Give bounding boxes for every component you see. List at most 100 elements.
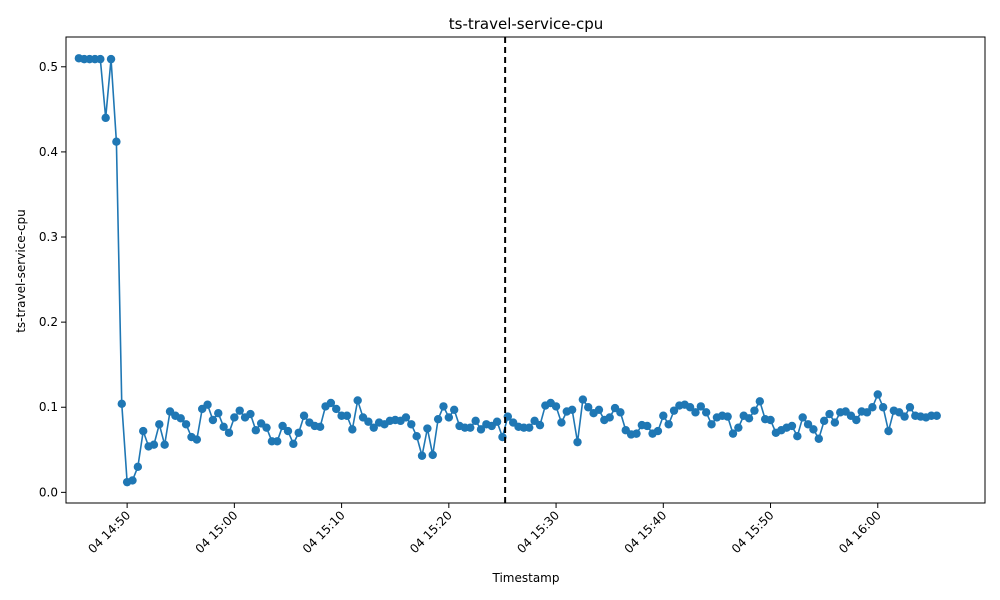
data-point — [701, 408, 711, 417]
data-point — [852, 415, 861, 425]
data-point — [407, 420, 416, 429]
data-point — [203, 400, 212, 409]
data-point — [535, 420, 545, 430]
data-point — [133, 462, 143, 472]
data-point — [669, 406, 679, 415]
y-tick-label: 0.0 — [39, 485, 58, 499]
data-point — [155, 420, 164, 429]
data-point — [315, 422, 325, 432]
data-point — [353, 396, 362, 405]
data-point — [814, 434, 823, 443]
data-point — [348, 425, 357, 434]
data-point — [707, 420, 716, 429]
data-point — [289, 439, 298, 449]
data-point — [809, 425, 818, 434]
data-point — [326, 398, 336, 408]
data-point — [262, 423, 271, 432]
data-point — [932, 411, 941, 420]
data-point — [567, 405, 577, 414]
data-point — [632, 429, 641, 438]
data-point — [219, 422, 228, 432]
data-point — [825, 409, 834, 419]
data-point — [643, 421, 652, 431]
data-point — [884, 426, 893, 436]
data-point — [214, 409, 223, 418]
data-point — [594, 405, 604, 414]
data-point — [605, 413, 614, 422]
data-point — [149, 440, 159, 449]
data-point — [664, 420, 673, 429]
data-point — [803, 420, 813, 429]
data-point — [476, 425, 486, 434]
data-point — [868, 403, 877, 412]
data-point — [728, 429, 738, 438]
data-point — [283, 426, 293, 436]
data-point — [449, 405, 459, 414]
data-point — [235, 406, 244, 415]
data-point — [428, 450, 437, 460]
data-point — [787, 421, 797, 431]
data-point — [181, 420, 191, 429]
data-point — [691, 408, 700, 417]
data-point — [878, 403, 888, 412]
data-point — [230, 413, 239, 422]
data-point — [873, 390, 882, 399]
data-point — [755, 397, 765, 406]
data-point — [466, 423, 475, 432]
data-point — [471, 416, 480, 426]
data-point — [273, 437, 282, 446]
data-point — [819, 416, 829, 426]
data-point — [766, 415, 775, 425]
data-point — [192, 435, 202, 444]
data-point — [750, 406, 759, 415]
data-point — [224, 428, 234, 437]
data-point — [900, 412, 909, 421]
data-point — [573, 437, 582, 447]
data-point — [342, 411, 352, 420]
chart-title: ts-travel-service-cpu — [449, 15, 603, 33]
data-point — [551, 402, 561, 411]
plot-frame — [65, 36, 986, 504]
data-point — [578, 395, 588, 404]
data-point — [332, 404, 341, 414]
data-point — [112, 137, 121, 146]
plot-area — [74, 37, 941, 503]
data-point — [364, 417, 373, 426]
y-tick-label: 0.5 — [39, 60, 58, 74]
data-point — [278, 421, 287, 431]
data-point — [294, 428, 303, 437]
data-point — [616, 408, 625, 417]
data-point — [525, 423, 534, 432]
data-point — [139, 426, 148, 436]
data-point — [905, 403, 915, 412]
data-point — [492, 417, 502, 426]
y-tick-label: 0.3 — [39, 230, 58, 244]
y-axis-title: ts-travel-service-cpu — [14, 209, 28, 333]
data-point — [696, 402, 706, 411]
data-point — [96, 54, 105, 64]
data-point — [439, 402, 448, 411]
data-point — [444, 413, 454, 422]
data-point — [369, 423, 378, 432]
data-point — [101, 113, 110, 123]
data-point — [723, 412, 732, 421]
data-point — [584, 403, 593, 412]
data-point — [830, 418, 840, 427]
x-axis-title: Timestamp — [492, 571, 560, 585]
y-tick-label: 0.2 — [39, 315, 58, 329]
data-point — [208, 415, 218, 425]
data-point — [246, 409, 255, 419]
data-point — [793, 431, 802, 441]
data-point — [862, 408, 872, 417]
data-point — [128, 476, 137, 485]
y-tick-label: 0.1 — [39, 400, 58, 414]
y-tick-label: 0.4 — [39, 145, 58, 159]
data-point — [685, 403, 695, 412]
data-point — [653, 426, 663, 436]
data-point — [557, 418, 566, 427]
data-point — [659, 411, 668, 420]
data-point — [734, 423, 743, 432]
data-point — [299, 411, 309, 420]
